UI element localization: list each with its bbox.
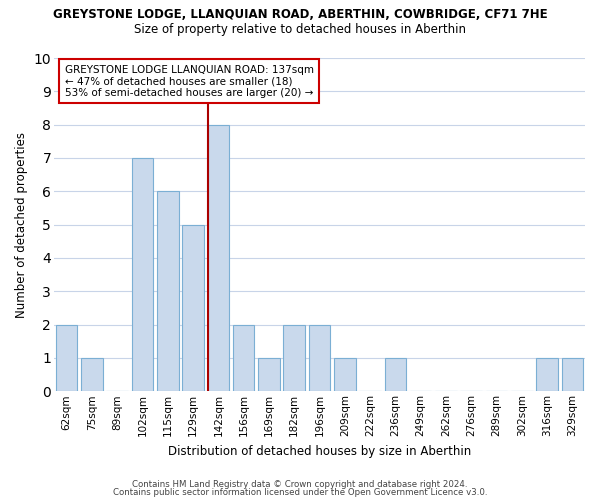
Bar bbox=[233, 324, 254, 392]
Y-axis label: Number of detached properties: Number of detached properties bbox=[15, 132, 28, 318]
Text: GREYSTONE LODGE, LLANQUIAN ROAD, ABERTHIN, COWBRIDGE, CF71 7HE: GREYSTONE LODGE, LLANQUIAN ROAD, ABERTHI… bbox=[53, 8, 547, 20]
Bar bbox=[182, 224, 204, 392]
Text: Size of property relative to detached houses in Aberthin: Size of property relative to detached ho… bbox=[134, 22, 466, 36]
Bar bbox=[208, 124, 229, 392]
Text: Contains public sector information licensed under the Open Government Licence v3: Contains public sector information licen… bbox=[113, 488, 487, 497]
Bar bbox=[334, 358, 356, 392]
Bar bbox=[157, 192, 179, 392]
Text: GREYSTONE LODGE LLANQUIAN ROAD: 137sqm
← 47% of detached houses are smaller (18): GREYSTONE LODGE LLANQUIAN ROAD: 137sqm ←… bbox=[65, 64, 314, 98]
Bar bbox=[385, 358, 406, 392]
Bar bbox=[562, 358, 583, 392]
Bar bbox=[309, 324, 330, 392]
Bar bbox=[536, 358, 558, 392]
Bar bbox=[132, 158, 153, 392]
X-axis label: Distribution of detached houses by size in Aberthin: Distribution of detached houses by size … bbox=[168, 444, 471, 458]
Bar bbox=[81, 358, 103, 392]
Bar bbox=[283, 324, 305, 392]
Text: Contains HM Land Registry data © Crown copyright and database right 2024.: Contains HM Land Registry data © Crown c… bbox=[132, 480, 468, 489]
Bar bbox=[258, 358, 280, 392]
Bar bbox=[56, 324, 77, 392]
